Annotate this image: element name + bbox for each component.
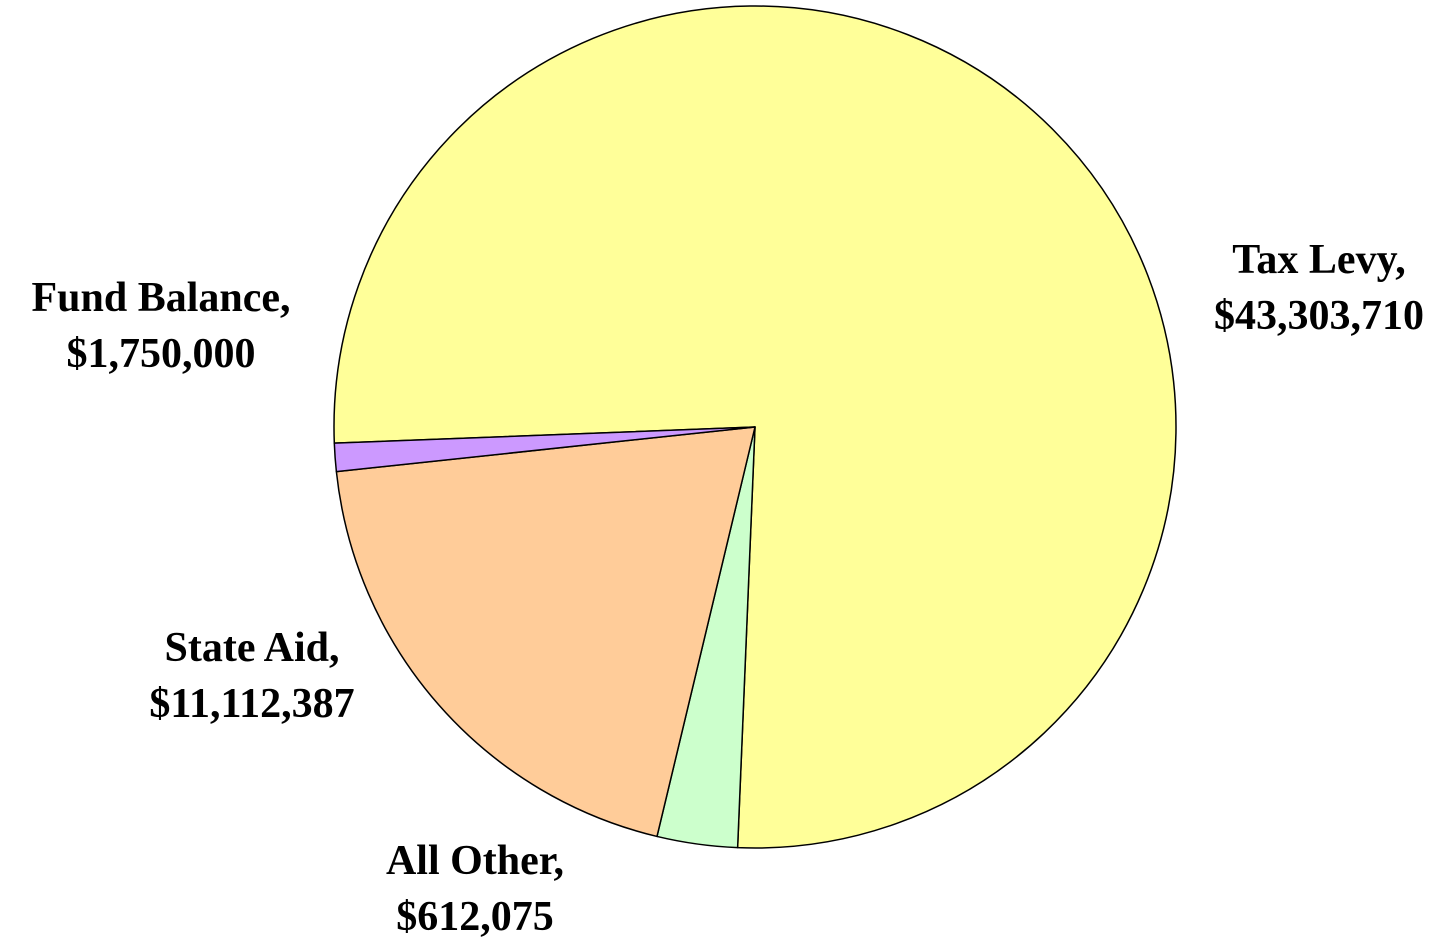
label-fund-balance: Fund Balance, $1,750,000	[6, 270, 316, 382]
pie-slices	[333, 5, 1177, 849]
label-tax-levy: Tax Levy, $43,303,710	[1194, 232, 1444, 344]
label-state-aid-value: $11,112,387	[149, 681, 355, 727]
slice-tax-levy	[333, 5, 1177, 849]
slice-all-other	[333, 426, 756, 473]
label-tax-levy-value: $43,303,710	[1214, 293, 1424, 339]
label-fund-balance-value: $1,750,000	[66, 331, 256, 377]
label-tax-levy-name: Tax Levy,	[1232, 237, 1406, 283]
label-fund-balance-name: Fund Balance,	[31, 275, 291, 321]
label-all-other-name: All Other,	[385, 838, 565, 884]
label-all-other-value: $612,075	[396, 894, 554, 940]
slice-state-aid	[335, 426, 756, 838]
label-state-aid: State Aid, $11,112,387	[112, 620, 392, 732]
label-all-other: All Other, $612,075	[335, 833, 615, 945]
label-state-aid-name: State Aid,	[164, 625, 340, 671]
